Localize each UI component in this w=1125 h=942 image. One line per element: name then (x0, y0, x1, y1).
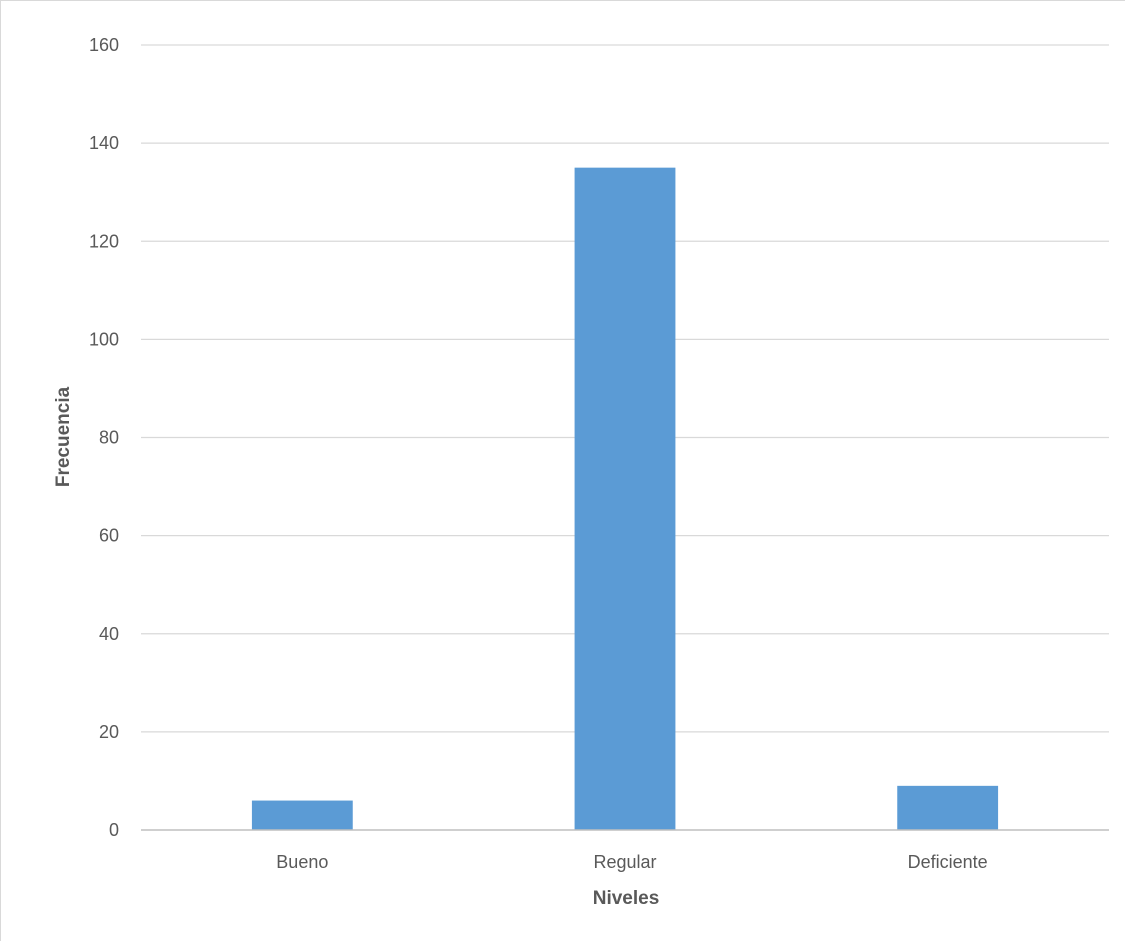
tick-labels: 0 20 40 60 80 100 120 140 160 Bueno Regular Deficie… (89, 35, 988, 872)
x-axis-title: Niveles (593, 888, 660, 909)
y-tick-label: 40 (99, 624, 119, 644)
bars (251, 167, 999, 830)
y-tick-label: 0 (109, 820, 119, 840)
bar-regular (574, 167, 676, 830)
y-tick-label: 100 (89, 329, 119, 349)
bar-bueno (251, 800, 353, 830)
x-tick-label: Regular (593, 852, 656, 872)
x-tick-label: Bueno (276, 852, 328, 872)
y-tick-label: 160 (89, 35, 119, 55)
bar-deficiente (897, 785, 999, 830)
y-tick-label: 60 (99, 526, 119, 546)
y-axis-title: Frecuencia (53, 386, 74, 487)
y-tick-label: 140 (89, 133, 119, 153)
y-tick-label: 120 (89, 231, 119, 251)
x-tick-label: Deficiente (908, 852, 988, 872)
y-tick-label: 20 (99, 722, 119, 742)
y-tick-label: 80 (99, 428, 119, 448)
